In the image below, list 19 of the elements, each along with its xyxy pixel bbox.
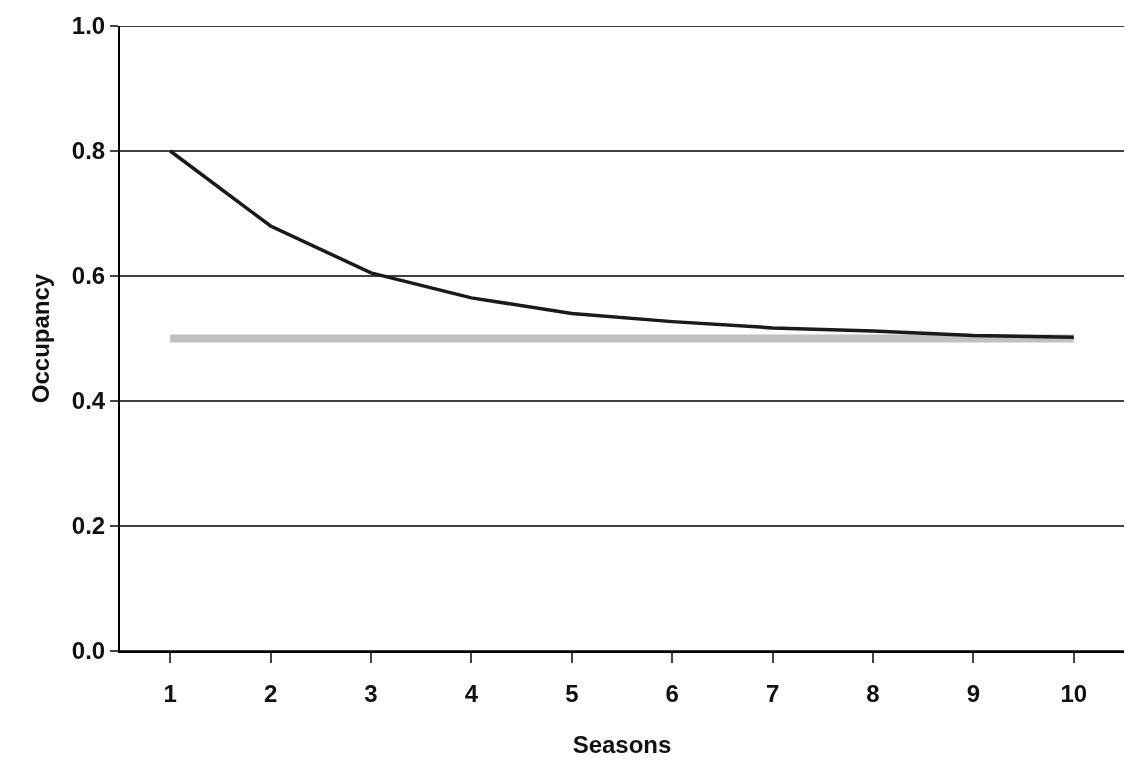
x-tick-label: 10 (1060, 679, 1088, 707)
y-tick-label: 0.8 (71, 137, 106, 165)
y-tick-label: 0.2 (71, 512, 106, 540)
x-tick-label: 6 (665, 679, 679, 707)
x-tick-label: 8 (866, 679, 880, 707)
x-tick-label: 5 (565, 679, 579, 707)
x-axis-title: Seasons (572, 730, 672, 758)
x-tick-label: 9 (966, 679, 981, 707)
y-axis-title: Occupancy (27, 273, 55, 404)
line-series (168, 149, 1076, 339)
x-tick-label: 2 (263, 679, 278, 707)
y-tick-label: 1.0 (71, 12, 106, 40)
x-tick-label: 7 (765, 679, 780, 707)
y-tick-label: 0.6 (71, 262, 106, 290)
y-tick-label: 0.0 (71, 637, 106, 665)
x-tick-label: 1 (163, 679, 177, 707)
x-tick-label: 3 (364, 679, 378, 707)
x-tick-label: 4 (464, 679, 479, 707)
y-tick-label: 0.4 (71, 387, 106, 415)
